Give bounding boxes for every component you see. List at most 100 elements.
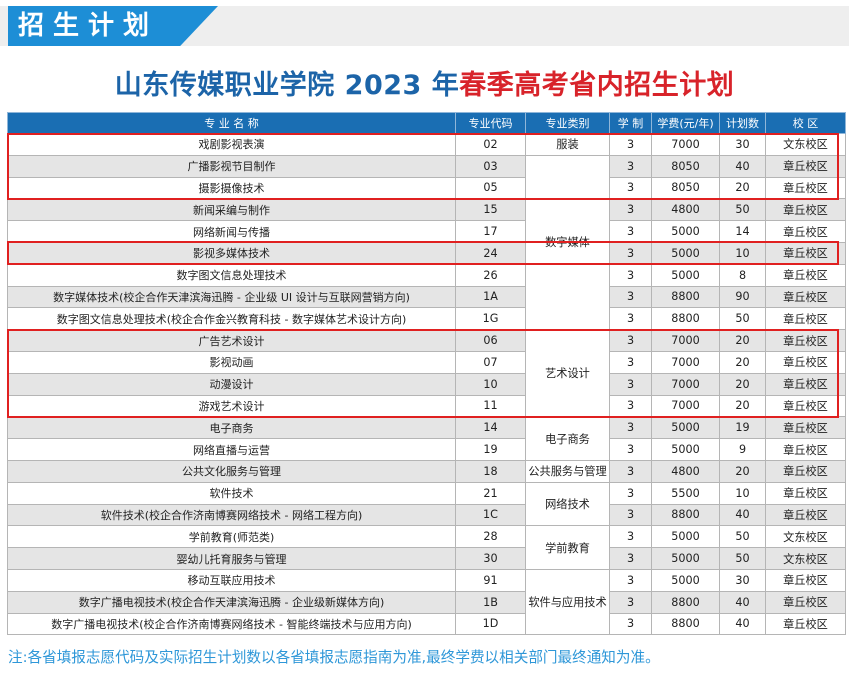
campus-cell: 章丘校区: [765, 263, 846, 287]
tuition-cell: 8800: [651, 612, 720, 636]
tuition-cell: 8800: [651, 307, 720, 331]
years-cell: 3: [609, 350, 652, 374]
major-code-cell: 1D: [455, 612, 526, 636]
section-banner: 招生计划: [0, 0, 849, 47]
table-row: 学前教育(师范类) 28 学前教育 3 5000 50 文东校区: [7, 525, 846, 570]
footnote: 注:各省填报志愿代码及实际招生计划数以各省填报志愿指南为准,最终学费以相关部门最…: [8, 649, 660, 666]
table-row: 数字广播电视技术(校企合作济南博赛网络技术 - 智能终端技术与应用方向) 1D 3 8…: [7, 612, 846, 636]
major-name-cell: 网络直播与运营: [7, 438, 456, 461]
campus-cell: 章丘校区: [765, 350, 846, 374]
years-cell: 3: [609, 547, 652, 570]
years-cell: 3: [609, 416, 652, 440]
major-name-cell: 影视动画: [7, 350, 456, 374]
major-category-cell: 艺术设计: [525, 329, 610, 418]
page-title: 山东传媒职业学院 2023 年春季高考省内招生计划: [0, 63, 849, 102]
tuition-cell: 7000: [651, 133, 720, 156]
major-name-cell: 广告艺术设计: [7, 329, 456, 352]
table-row: 摄影摄像技术 05 3 8050 20 章丘校区: [7, 176, 846, 200]
major-name-cell: 游戏艺术设计: [7, 394, 456, 418]
tuition-cell: 5000: [651, 220, 720, 243]
tuition-cell: 5000: [651, 263, 720, 287]
table-row: 广告艺术设计 06 艺术设计 3 7000 20 章丘校区: [7, 329, 846, 418]
years-cell: 3: [609, 220, 652, 243]
campus-cell: 章丘校区: [765, 176, 846, 200]
campus-cell: 章丘校区: [765, 241, 846, 265]
plan-count-cell: 90: [719, 285, 766, 309]
table-row: 软件技术 21 网络技术 3 5500 10 章丘校区: [7, 481, 846, 527]
plan-count-cell: 20: [719, 329, 766, 352]
major-code-cell: 10: [455, 372, 526, 396]
major-name-cell: 动漫设计: [7, 372, 456, 396]
years-cell: 3: [609, 133, 652, 156]
plan-count-cell: 20: [719, 176, 766, 200]
tuition-cell: 8800: [651, 503, 720, 527]
plan-count-cell: 50: [719, 198, 766, 222]
campus-cell: 文东校区: [765, 133, 846, 156]
major-code-cell: 15: [455, 198, 526, 222]
major-code-cell: 26: [455, 263, 526, 287]
plan-count-cell: 14: [719, 220, 766, 243]
plan-count-cell: 10: [719, 481, 766, 505]
major-name-cell: 数字媒体技术(校企合作天津滨海迅腾 - 企业级 UI 设计与互联网营销方向): [7, 285, 456, 309]
years-cell: 3: [609, 525, 652, 549]
plan-count-cell: 19: [719, 416, 766, 440]
plan-count-cell: 30: [719, 133, 766, 156]
years-cell: 3: [609, 459, 652, 483]
table-row: 公共文化服务与管理 18 公共服务与管理 3 4800 20 章丘校区: [7, 459, 846, 483]
page-title-school: 山东传媒职业学院 2023 年: [114, 70, 460, 101]
major-code-cell: 02: [455, 133, 526, 156]
major-name-cell: 摄影摄像技术: [7, 176, 456, 200]
major-name-cell: 公共文化服务与管理: [7, 459, 456, 483]
table-row: 数字媒体技术(校企合作天津滨海迅腾 - 企业级 UI 设计与互联网营销方向) 1A…: [7, 285, 846, 309]
years-cell: 3: [609, 590, 652, 614]
table-row: 移动互联应用技术 91 软件与应用技术 3 5000 30 章丘校区: [7, 568, 846, 636]
page-title-plan: 春季高考省内招生计划: [459, 70, 735, 101]
major-name-cell: 广播影视节目制作: [7, 154, 456, 178]
tuition-cell: 4800: [651, 459, 720, 483]
campus-cell: 章丘校区: [765, 612, 846, 636]
header-major-category: 专业类别: [525, 112, 610, 134]
table-row: 软件技术(校企合作济南博赛网络技术 - 网络工程方向) 1C 3 8800 40 章丘校区: [7, 503, 846, 527]
major-category-cell: 公共服务与管理: [525, 459, 610, 483]
major-code-cell: 17: [455, 220, 526, 243]
major-code-cell: 14: [455, 416, 526, 440]
years-cell: 3: [609, 263, 652, 287]
years-cell: 3: [609, 612, 652, 636]
years-cell: 3: [609, 481, 652, 505]
tuition-cell: 7000: [651, 394, 720, 418]
major-code-cell: 18: [455, 459, 526, 483]
table-row: 游戏艺术设计 11 3 7000 20 章丘校区: [7, 394, 846, 418]
years-cell: 3: [609, 372, 652, 396]
major-name-cell: 数字图文信息处理技术: [7, 263, 456, 287]
major-code-cell: 24: [455, 241, 526, 265]
major-code-cell: 05: [455, 176, 526, 200]
plan-count-cell: 9: [719, 438, 766, 461]
campus-cell: 章丘校区: [765, 394, 846, 418]
major-code-cell: 1A: [455, 285, 526, 309]
major-code-cell: 1G: [455, 307, 526, 331]
table-row: 电子商务 14 电子商务 3 5000 19 章丘校区: [7, 416, 846, 461]
banner-tab: [8, 6, 218, 46]
major-name-cell: 电子商务: [7, 416, 456, 440]
table-row: 新闻采编与制作 15 3 4800 50 章丘校区: [7, 198, 846, 222]
years-cell: 3: [609, 568, 652, 592]
major-category-cell: 学前教育: [525, 525, 610, 570]
header-major-code: 专业代码: [455, 112, 526, 134]
plan-count-cell: 50: [719, 547, 766, 570]
major-category-cell: 软件与应用技术: [525, 568, 610, 636]
years-cell: 3: [609, 329, 652, 352]
campus-cell: 章丘校区: [765, 198, 846, 222]
tuition-cell: 8800: [651, 590, 720, 614]
table-row: 广播影视节目制作 03 数字媒体 3 8050 40 章丘校区: [7, 154, 846, 331]
tuition-cell: 8800: [651, 285, 720, 309]
tuition-cell: 8050: [651, 176, 720, 200]
campus-cell: 章丘校区: [765, 590, 846, 614]
major-name-cell: 软件技术(校企合作济南博赛网络技术 - 网络工程方向): [7, 503, 456, 527]
major-code-cell: 03: [455, 154, 526, 178]
plan-count-cell: 8: [719, 263, 766, 287]
tuition-cell: 7000: [651, 329, 720, 352]
campus-cell: 文东校区: [765, 525, 846, 549]
plan-count-cell: 50: [719, 307, 766, 331]
years-cell: 3: [609, 307, 652, 331]
major-code-cell: 11: [455, 394, 526, 418]
